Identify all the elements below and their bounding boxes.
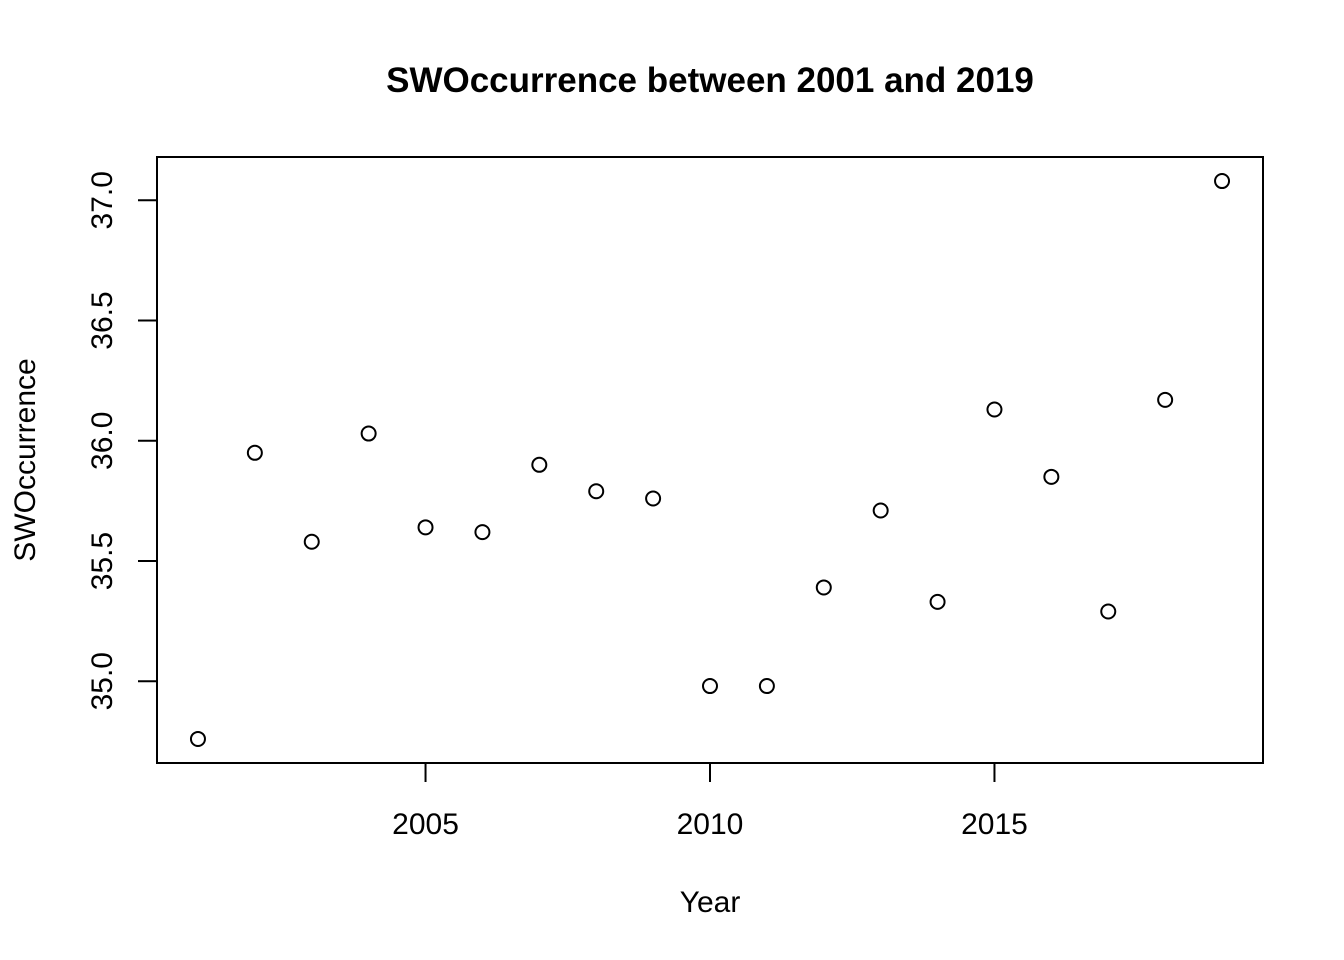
x-tick-label: 2005 (392, 808, 459, 841)
data-point (531, 456, 548, 473)
data-point (645, 490, 662, 507)
data-point (702, 678, 718, 695)
data-point (417, 519, 434, 536)
data-point (872, 502, 889, 519)
data-point (929, 593, 946, 610)
data-point (474, 524, 491, 541)
data-points (189, 173, 1231, 747)
y-tick-label: 35.5 (86, 532, 119, 590)
plot-frame (156, 156, 1264, 764)
data-point (360, 425, 377, 442)
data-point (1214, 173, 1231, 190)
x-tick-label: 2010 (677, 808, 744, 841)
data-point (1043, 468, 1060, 485)
data-point (986, 401, 1003, 418)
y-tick-label: 35.0 (86, 652, 119, 710)
data-point (189, 730, 206, 747)
chart-title: SWOccurrence between 2001 and 2019 (386, 61, 1034, 100)
data-point (815, 579, 832, 596)
data-point (246, 444, 263, 461)
x-axis: 2005 2010 2015 (392, 762, 1028, 841)
y-tick-label: 36.5 (86, 291, 119, 349)
data-point (303, 533, 320, 550)
x-axis-label: Year (680, 886, 741, 919)
data-point (1157, 391, 1174, 408)
y-tick-label: 37.0 (86, 171, 119, 229)
x-tick-label: 2015 (961, 808, 1028, 841)
data-point (1100, 603, 1117, 620)
data-point (588, 483, 605, 500)
y-axis: 35.0 35.5 36.0 36.5 37.0 (86, 171, 158, 710)
y-tick-label: 36.0 (86, 412, 119, 470)
y-axis-label: SWOccurrence (9, 358, 42, 561)
data-point (758, 678, 775, 695)
